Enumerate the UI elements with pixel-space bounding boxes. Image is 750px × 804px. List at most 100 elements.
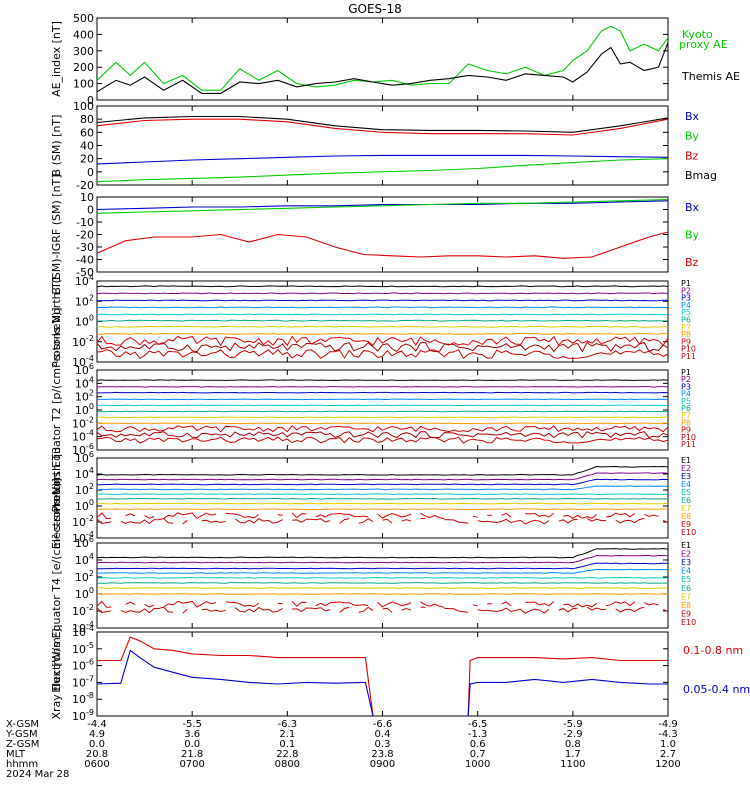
channel-label: E4 — [681, 480, 691, 489]
y-tick-label: 200 — [73, 61, 94, 74]
legend-label: Themis AE — [681, 70, 740, 83]
x-row-value: 0.4 — [375, 729, 391, 740]
series-line — [97, 299, 669, 302]
series-line — [96, 548, 669, 559]
x-row-value: -2.9 — [563, 729, 583, 740]
legend-label: Bx — [685, 201, 700, 214]
y-axis-label: B (SM)-IGRF (SM) [nT] — [50, 174, 63, 294]
series-line — [97, 398, 668, 401]
series-line — [96, 158, 669, 183]
plot-title: GOES-18 — [348, 2, 402, 16]
y-tick-exponent: 2 — [89, 569, 94, 578]
y-tick-label: -30 — [76, 241, 94, 254]
legend-label: By — [685, 130, 700, 143]
channel-label: E10 — [681, 528, 696, 537]
series-line — [96, 436, 669, 444]
series-line — [96, 313, 669, 316]
y-tick-label: 100 — [73, 78, 94, 91]
panel-frame — [96, 196, 669, 273]
y-tick-exponent: 4 — [89, 466, 94, 475]
channel-label: E6 — [681, 496, 691, 505]
x-row-value: 0.8 — [565, 739, 581, 750]
y-tick-exponent: 0 — [89, 586, 94, 595]
y-tick-exponent: -2 — [86, 415, 94, 424]
channel-label: E10 — [681, 618, 696, 627]
y-tick-label: 60 — [80, 126, 94, 139]
panel-frame — [96, 457, 669, 539]
y-tick-label: -20 — [76, 179, 94, 192]
channel-label: E9 — [681, 609, 691, 618]
y-tick-label: -40 — [76, 254, 94, 267]
y-tick-label: 10-6 — [72, 658, 94, 673]
series-line — [97, 636, 668, 717]
channel-label: E2 — [681, 464, 691, 473]
x-row-value: -5.5 — [182, 719, 202, 730]
channel-label: E1 — [681, 541, 691, 550]
x-row-value: 1000 — [465, 759, 490, 770]
panel-1: 0 100 200 300 400 500 AE_index [nT] Kyotoproxy … — [50, 12, 740, 107]
y-tick-exponent: -4 — [86, 530, 94, 539]
y-tick-label: 106 — [75, 535, 94, 550]
x-row-value: -6.3 — [278, 719, 298, 730]
series-line — [96, 502, 669, 505]
y-tick-label: 104 — [75, 552, 94, 567]
series-line — [96, 154, 669, 165]
y-tick-label: 500 — [73, 12, 94, 25]
series-line — [97, 508, 669, 511]
x-row-value: 1200 — [655, 759, 680, 770]
x-row-value: 2.1 — [279, 729, 295, 740]
series-line — [96, 25, 669, 91]
y-tick-label: 104 — [75, 466, 94, 481]
y-tick-exponent: -9 — [86, 708, 94, 717]
series-line — [96, 231, 669, 259]
series-line — [96, 42, 669, 94]
channel-label: E8 — [681, 512, 691, 521]
y-tick-label: 102 — [75, 569, 94, 584]
series-line — [96, 118, 669, 136]
series-line — [97, 513, 668, 519]
y-tick-label: 0 — [87, 204, 94, 217]
channel-label: P7 — [681, 323, 691, 332]
series-line — [96, 379, 669, 381]
x-axis-table: X-GSM -4.4 -5.5 -6.3 -6.6 -6.5 -5.9 -4.9 Y-GSM 4.… — [5, 719, 681, 780]
series-line — [96, 292, 669, 295]
y-tick-label: 20 — [80, 153, 94, 166]
y-tick-exponent: 2 — [89, 389, 94, 398]
series-line — [97, 593, 669, 595]
channel-label: P5 — [681, 397, 691, 406]
channel-label: P5 — [681, 308, 691, 317]
y-tick-label: 106 — [75, 450, 94, 465]
x-row-value: 3.6 — [184, 729, 200, 740]
y-tick-label: 100 — [75, 314, 94, 329]
series-line — [97, 416, 669, 419]
y-axis-label: B (SM) [nT] — [50, 115, 63, 177]
series-line — [97, 601, 668, 607]
y-tick-exponent: -2 — [86, 514, 94, 523]
y-tick-label: 10-2 — [72, 514, 94, 529]
y-tick-exponent: 6 — [89, 362, 94, 371]
legend-label: Bx — [685, 110, 700, 123]
channel-label: P8 — [681, 330, 691, 339]
legend-label: By — [685, 229, 700, 242]
channel-label: E3 — [681, 472, 691, 481]
x-row-value: 1.0 — [660, 739, 676, 750]
channel-label: P3 — [681, 294, 691, 303]
channel-label: P3 — [681, 382, 691, 391]
y-tick-label: -20 — [76, 229, 94, 242]
channel-label: P11 — [681, 440, 696, 449]
channel-label: E9 — [681, 520, 691, 529]
x-row-value: 1.7 — [565, 749, 581, 760]
y-tick-exponent: -6 — [86, 442, 94, 451]
series-line — [96, 306, 668, 309]
y-tick-label: 10-8 — [72, 691, 94, 706]
channel-label: P9 — [681, 426, 691, 435]
y-tick-label: 80 — [80, 113, 94, 126]
panel-frame — [96, 542, 669, 629]
legend-label: Kyoto — [682, 28, 713, 41]
y-tick-label: 100 — [75, 586, 94, 601]
legend-label: proxy AE — [679, 38, 728, 51]
